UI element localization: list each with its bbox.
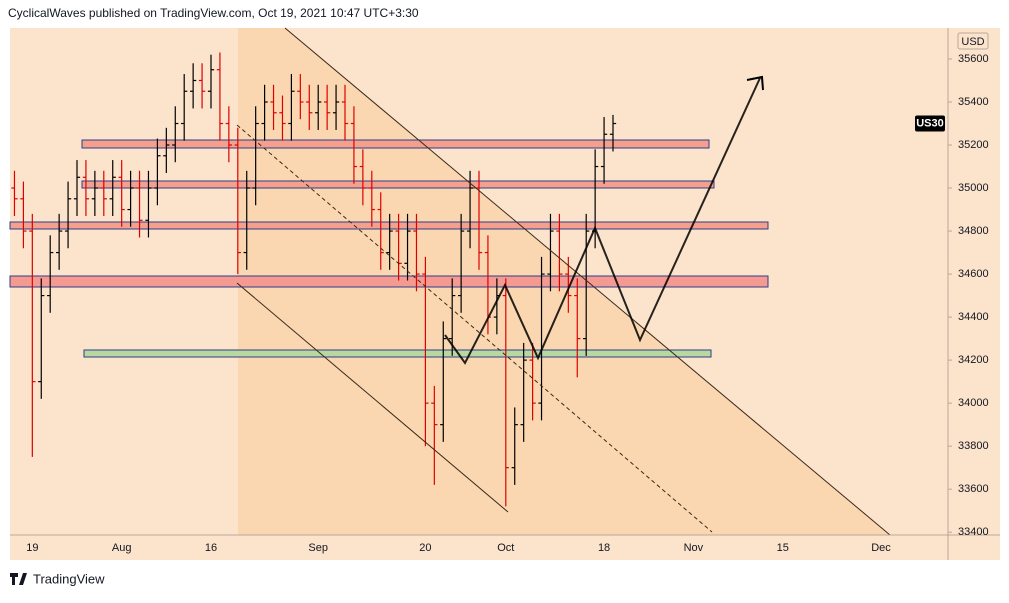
logo-icon	[10, 573, 27, 585]
x-tick-label: Nov	[684, 542, 704, 554]
y-tick-label: 35000	[958, 182, 989, 194]
x-tick-label: Aug	[112, 542, 132, 554]
x-tick-label: 15	[777, 542, 789, 554]
resistance-zone	[81, 139, 710, 149]
x-tick-label: 16	[205, 542, 217, 554]
y-tick-label: 34400	[958, 311, 989, 323]
y-tick-label: 34000	[958, 397, 989, 409]
channel-mid	[236, 124, 713, 533]
y-tick-label: 33800	[958, 440, 989, 452]
currency-label: USD	[961, 36, 984, 48]
y-tick-label: 33400	[958, 526, 989, 538]
resistance-zone	[81, 180, 715, 189]
channel-upper	[284, 27, 891, 536]
support-zone	[83, 349, 712, 358]
x-tick-label: Oct	[497, 542, 514, 554]
projection-path	[444, 77, 761, 365]
y-tick-label: 35600	[958, 53, 989, 65]
x-tick-label: 18	[598, 542, 610, 554]
currency-box	[957, 32, 989, 50]
support-zone	[9, 275, 769, 288]
y-tick-label: 34800	[958, 225, 989, 237]
x-tick-label: 19	[26, 542, 38, 554]
y-tick-label: 34200	[958, 354, 989, 366]
footer-brand: TradingView	[33, 571, 105, 586]
publish-header: CyclicalWaves published on TradingView.c…	[8, 6, 419, 20]
symbol-tag-bg	[915, 115, 945, 132]
x-tick-label: Dec	[871, 542, 891, 554]
y-tick-label: 35400	[958, 96, 989, 108]
y-tick-label: 34600	[958, 268, 989, 280]
tradingview-logo	[10, 573, 27, 585]
x-tick-label: Sep	[308, 542, 328, 554]
symbol-tag: US30	[916, 117, 944, 129]
drawings	[236, 27, 891, 536]
price-zones	[9, 139, 769, 358]
resistance-zone	[9, 221, 769, 230]
projection-arrow	[746, 75, 764, 91]
y-tick-label: 35200	[958, 139, 989, 151]
channel-lower	[236, 282, 509, 513]
y-tick-label: 33600	[958, 483, 989, 495]
x-tick-label: 20	[419, 542, 431, 554]
